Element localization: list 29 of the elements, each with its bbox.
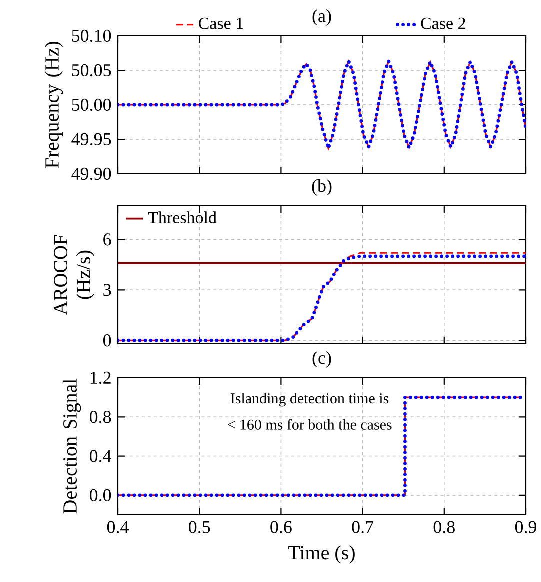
x-axis-title: Time (s)	[288, 546, 355, 564]
y-axis-title: Detection Signal	[62, 379, 82, 514]
y-axis-title: Frequency (Hz)	[44, 42, 64, 168]
y-tick-label: 49.90	[72, 168, 112, 180]
y-tick-label: 1.2	[90, 372, 111, 384]
legend-label: Case 1	[199, 18, 244, 30]
x-tick-label: 0.6	[270, 521, 292, 534]
chart-title: (b)	[312, 180, 332, 196]
y-tick-label: 0.4	[90, 450, 112, 462]
chart-title: (a)	[312, 10, 332, 26]
y-tick-label: 6	[104, 234, 112, 246]
annotation: Islanding detection time is	[230, 393, 389, 407]
y-tick-label: 50.05	[72, 64, 112, 77]
y-tick-label: 49.95	[72, 133, 112, 146]
chart-title: (c)	[312, 352, 332, 368]
legend-label: Case 2	[421, 18, 466, 30]
legend-label: Threshold	[148, 212, 217, 224]
y-tick-label: 0.8	[90, 411, 112, 424]
y-tick-label: 3	[104, 284, 112, 296]
x-tick-label: 0.8	[434, 521, 455, 534]
x-tick-label: 0.7	[352, 521, 374, 534]
x-tick-label: 0.5	[189, 521, 210, 534]
y-axis-title: AROCOF (Hz/s)	[54, 235, 95, 316]
x-tick-label: 0.9	[515, 521, 537, 534]
y-tick-label: 0	[103, 334, 112, 347]
y-tick-label: 50.00	[72, 98, 112, 112]
y-tick-label: 0.0	[90, 489, 112, 502]
annotation: < 160 ms for both the cases	[228, 419, 392, 430]
y-tick-label: 50.10	[72, 30, 112, 42]
